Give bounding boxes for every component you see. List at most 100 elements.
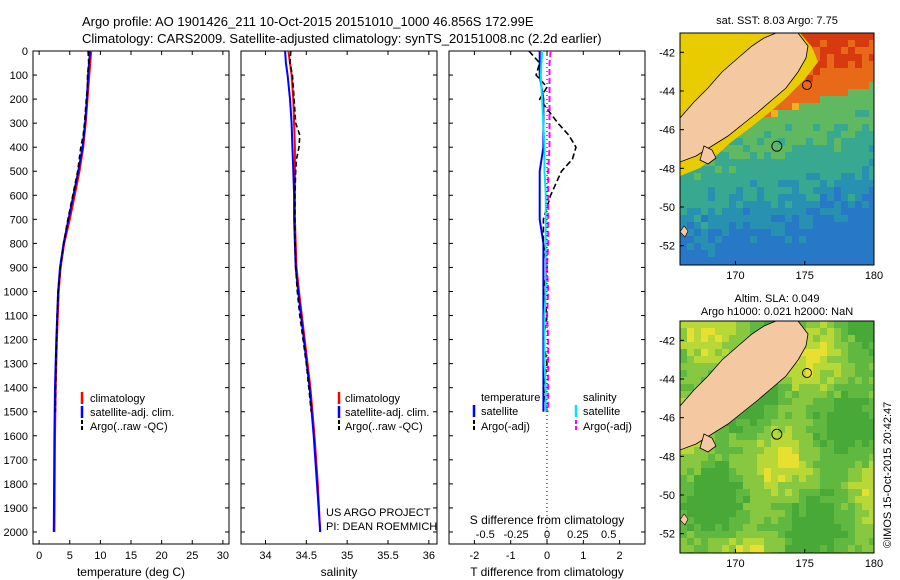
- map-cell: [855, 342, 862, 349]
- map-cell: [799, 257, 806, 264]
- map-cell: [855, 208, 862, 215]
- map-cell: [680, 342, 687, 349]
- map-cell: [834, 229, 841, 236]
- map-cell: [834, 54, 841, 61]
- map-cell: [680, 243, 687, 250]
- map-cell: [848, 531, 855, 538]
- map-cell: [771, 194, 778, 201]
- map-cell: [799, 96, 806, 103]
- map-cell: [729, 468, 736, 475]
- legend-heading-temperature: temperature: [481, 392, 540, 404]
- map-cell: [785, 166, 792, 173]
- map-cell: [848, 475, 855, 482]
- map-cell: [827, 405, 834, 412]
- map-cell: [848, 440, 855, 447]
- map-cell: [834, 110, 841, 117]
- map-cell: [841, 398, 848, 405]
- map-cell: [736, 426, 743, 433]
- map-cell: [736, 138, 743, 145]
- map-cell: [834, 391, 841, 398]
- map-cell: [694, 370, 701, 377]
- map-cell: [820, 496, 827, 503]
- map-cell: [750, 524, 757, 531]
- map-cell: [806, 468, 813, 475]
- map-cell: [806, 370, 813, 377]
- map-cell: [855, 419, 862, 426]
- map-cell: [806, 342, 813, 349]
- map-cell: [694, 321, 701, 328]
- map-cell: [715, 503, 722, 510]
- map-cell: [862, 531, 869, 538]
- map-cell: [834, 398, 841, 405]
- map-cell: [869, 82, 874, 89]
- map-cell: [778, 377, 785, 384]
- map-cell: [722, 229, 729, 236]
- map-cell: [694, 335, 701, 342]
- map-cell: [771, 489, 778, 496]
- map-cell: [827, 194, 834, 201]
- map-cell: [806, 110, 813, 117]
- map-cell: [827, 377, 834, 384]
- map-cell: [799, 208, 806, 215]
- map-cell: [708, 363, 715, 370]
- map-cell: [848, 138, 855, 145]
- temperature-legend: climatology satellite-adj. clim. Argo(..…: [80, 392, 174, 433]
- x-tick-label-secondary: -0.25: [504, 529, 529, 541]
- map-cell: [827, 524, 834, 531]
- map-cell: [729, 257, 736, 264]
- map-cell: [778, 419, 785, 426]
- map-cell: [855, 96, 862, 103]
- map-cell: [743, 433, 750, 440]
- map-cell: [694, 180, 701, 187]
- map-cell: [764, 517, 771, 524]
- map-cell: [834, 321, 841, 328]
- map-cell: [834, 524, 841, 531]
- map-cell: [778, 187, 785, 194]
- map-cell: [869, 475, 874, 482]
- map-cell: [813, 131, 820, 138]
- map-cell: [820, 545, 827, 552]
- map-cell: [778, 250, 785, 257]
- map-cell: [855, 461, 862, 468]
- map-cell: [855, 222, 862, 229]
- map-cell: [708, 180, 715, 187]
- map-cell: [771, 475, 778, 482]
- map-cell: [680, 461, 687, 468]
- map-cell: [855, 215, 862, 222]
- map-cell: [764, 131, 771, 138]
- map-cell: [680, 545, 687, 552]
- map-cell: [757, 194, 764, 201]
- map-cell: [813, 342, 820, 349]
- map-cell: [764, 166, 771, 173]
- map-cell: [785, 110, 792, 117]
- map-cell: [848, 447, 855, 454]
- map-cell: [722, 321, 729, 328]
- map-cell: [729, 138, 736, 145]
- map-cell: [722, 440, 729, 447]
- map-cell: [750, 243, 757, 250]
- map-cell: [701, 208, 708, 215]
- map-cell: [722, 517, 729, 524]
- map-cell: [771, 433, 778, 440]
- map-cell: [841, 103, 848, 110]
- map-cell: [764, 538, 771, 545]
- map-cell: [750, 419, 757, 426]
- map-cell: [778, 110, 785, 117]
- map-cell: [820, 475, 827, 482]
- map-cell: [792, 545, 799, 552]
- map-cell: [792, 405, 799, 412]
- map-cell: [820, 328, 827, 335]
- map-cell: [827, 503, 834, 510]
- map-cell: [778, 103, 785, 110]
- map-cell: [771, 510, 778, 517]
- map-cell: [778, 243, 785, 250]
- map-cell: [820, 131, 827, 138]
- legend-label-satellite: satellite-adj. clim.: [345, 407, 429, 419]
- map-cell: [778, 531, 785, 538]
- map-cell: [785, 180, 792, 187]
- legend-label-s-satellite: satellite: [583, 406, 620, 418]
- map-cell: [806, 33, 813, 40]
- map-cell: [701, 328, 708, 335]
- map-cell: [708, 482, 715, 489]
- map-cell: [771, 468, 778, 475]
